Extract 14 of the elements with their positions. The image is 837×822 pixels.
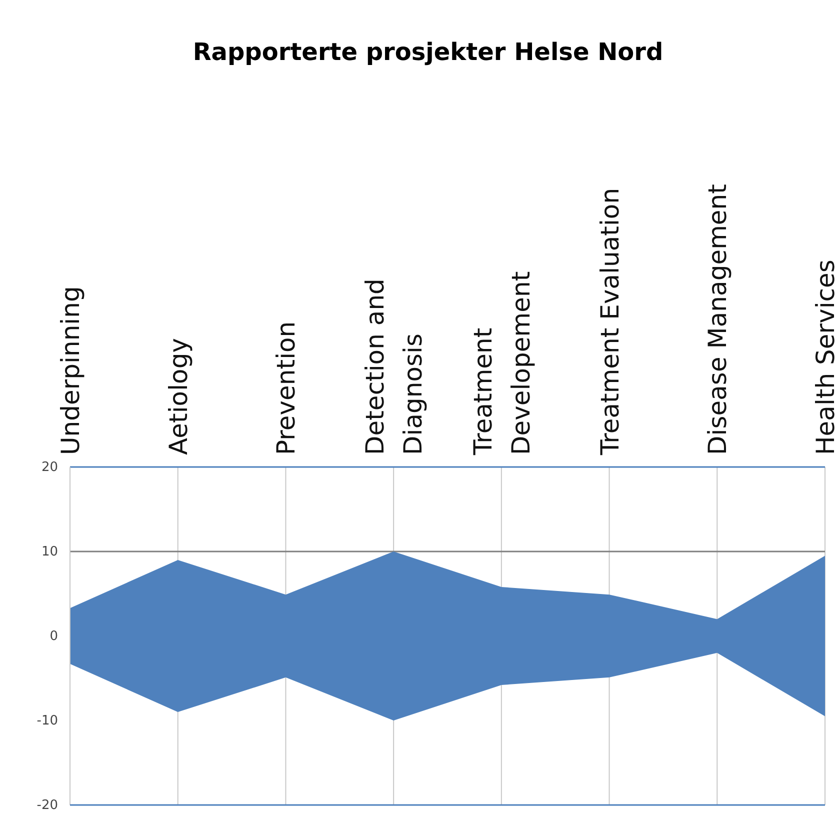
chart-title: Rapporterte prosjekter Helse Nord — [192, 38, 664, 66]
y-tick-label: -20 — [36, 798, 58, 814]
x-tick-label: Detection and Diagnosis — [360, 278, 428, 455]
y-tick-label: -10 — [36, 714, 58, 729]
x-tick-label: Treatment Evaluation — [595, 188, 624, 456]
y-tick-label: 20 — [41, 460, 58, 476]
y-tick-label: 10 — [41, 544, 58, 560]
y-tick-label: 0 — [50, 629, 58, 644]
x-tick-label: Aetiology — [164, 338, 193, 455]
x-tick-label: Disease Management — [703, 184, 732, 455]
x-tick-label: Underpinning — [56, 286, 85, 455]
x-tick-label: Prevention — [272, 321, 301, 455]
x-tick-label: Treatment Developement — [468, 271, 536, 456]
x-tick-label: Health Services — [811, 260, 837, 455]
